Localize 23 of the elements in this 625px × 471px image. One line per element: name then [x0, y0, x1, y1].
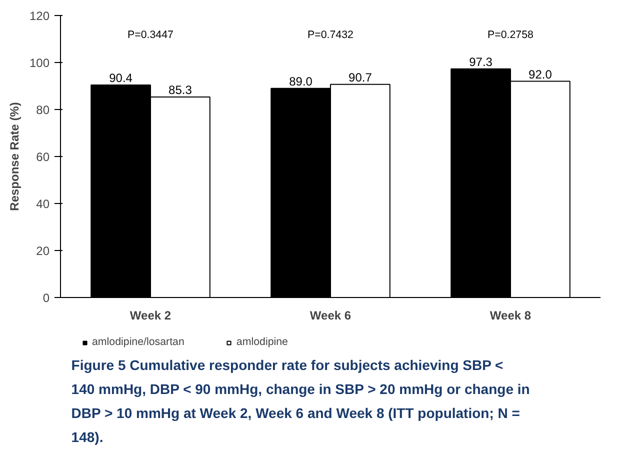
data-label: 89.0	[289, 74, 313, 88]
legend-label: amlodipine/losartan	[92, 336, 184, 348]
data-label: 90.4	[109, 71, 133, 86]
data-label: 97.3	[469, 54, 493, 69]
y-tick-label: 120	[29, 9, 50, 23]
y-tick-label: 60	[36, 150, 50, 164]
caption: Figure 5 Cumulative responder rate for subjects achieving SBP < 140 mmHg, DBP < 90 mmHg, change in SBP > 20 mmHg or change in DBP > 10 mmHg at Week 2, Week 6 and Week 8 (ITT population; N = 148).	[71, 356, 530, 445]
annotation: P=0.3447	[128, 29, 174, 42]
y-tick-label: 80	[36, 103, 50, 117]
x-tick-label: Week 6	[310, 308, 352, 322]
annotation: P=0.2758	[488, 29, 534, 42]
y-axis-title: Response Rate (%)	[7, 102, 22, 211]
x-tick-label: Week 2	[130, 308, 172, 322]
data-label: 92.0	[528, 67, 552, 82]
y-tick-label: 0	[42, 291, 50, 305]
data-label: 90.7	[348, 70, 372, 84]
y-tick-label: 100	[29, 56, 50, 70]
data-label: 85.3	[168, 83, 192, 98]
legend-label: amlodipine	[236, 336, 288, 348]
x-tick-label: Week 8	[490, 308, 532, 322]
annotation: P=0.7432	[308, 29, 354, 42]
y-tick-label: 20	[36, 244, 50, 258]
y-tick-label: 40	[36, 197, 50, 211]
